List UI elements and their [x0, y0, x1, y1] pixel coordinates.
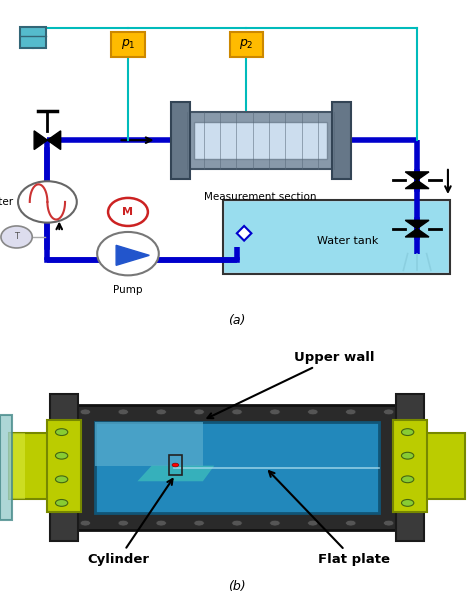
Bar: [9, 433, 71, 499]
Bar: [230, 32, 263, 57]
Circle shape: [80, 409, 91, 415]
Text: $p_1$: $p_1$: [120, 37, 136, 51]
Text: Flowmeter: Flowmeter: [0, 197, 13, 207]
Bar: [9, 433, 25, 499]
Circle shape: [401, 452, 414, 459]
Bar: [403, 433, 418, 499]
Bar: [47, 420, 81, 512]
Circle shape: [1, 226, 32, 248]
Bar: [194, 122, 327, 159]
Circle shape: [97, 232, 159, 275]
Bar: [20, 27, 46, 48]
Text: Measurement section: Measurement section: [204, 192, 317, 202]
Text: Flat plate: Flat plate: [269, 471, 390, 566]
Circle shape: [383, 520, 394, 526]
Bar: [50, 394, 78, 541]
Bar: [223, 200, 450, 274]
Circle shape: [308, 520, 318, 526]
Polygon shape: [116, 246, 149, 265]
Polygon shape: [95, 421, 203, 465]
Circle shape: [55, 429, 68, 436]
Circle shape: [270, 409, 280, 415]
Circle shape: [172, 463, 179, 467]
Circle shape: [346, 409, 356, 415]
Circle shape: [118, 409, 128, 415]
Text: T: T: [14, 232, 19, 241]
Polygon shape: [34, 131, 47, 150]
Circle shape: [401, 476, 414, 483]
Bar: [0, 415, 12, 520]
Circle shape: [401, 429, 414, 436]
Polygon shape: [405, 180, 429, 188]
Circle shape: [80, 520, 91, 526]
Text: Water tank: Water tank: [317, 235, 379, 246]
Polygon shape: [47, 131, 61, 150]
Circle shape: [232, 409, 242, 415]
Circle shape: [18, 181, 77, 223]
Bar: [66, 405, 408, 530]
Text: Cylinder: Cylinder: [88, 479, 173, 566]
Circle shape: [156, 520, 166, 526]
Text: Pump: Pump: [113, 285, 143, 296]
Bar: [180, 112, 341, 169]
Text: (a): (a): [228, 314, 246, 327]
Bar: [403, 433, 465, 499]
Polygon shape: [237, 226, 251, 241]
Circle shape: [55, 476, 68, 483]
Text: $p_2$: $p_2$: [239, 37, 254, 51]
Circle shape: [401, 499, 414, 507]
Text: (b): (b): [228, 581, 246, 594]
Bar: [393, 420, 427, 512]
Circle shape: [232, 520, 242, 526]
Bar: [111, 32, 145, 57]
Circle shape: [194, 520, 204, 526]
Circle shape: [194, 409, 204, 415]
Polygon shape: [405, 172, 429, 180]
Circle shape: [270, 520, 280, 526]
Circle shape: [55, 452, 68, 459]
Circle shape: [108, 198, 148, 226]
Bar: [95, 421, 379, 513]
Circle shape: [118, 520, 128, 526]
Circle shape: [55, 499, 68, 507]
Circle shape: [156, 409, 166, 415]
Bar: [332, 102, 351, 179]
Polygon shape: [405, 229, 429, 237]
Polygon shape: [137, 465, 214, 482]
Bar: [169, 455, 182, 475]
Circle shape: [308, 409, 318, 415]
Bar: [225, 202, 448, 272]
Circle shape: [383, 409, 394, 415]
Bar: [171, 102, 190, 179]
Circle shape: [346, 520, 356, 526]
Bar: [396, 394, 424, 541]
Polygon shape: [405, 221, 429, 229]
Text: Upper wall: Upper wall: [208, 351, 374, 418]
Text: M: M: [122, 207, 134, 217]
